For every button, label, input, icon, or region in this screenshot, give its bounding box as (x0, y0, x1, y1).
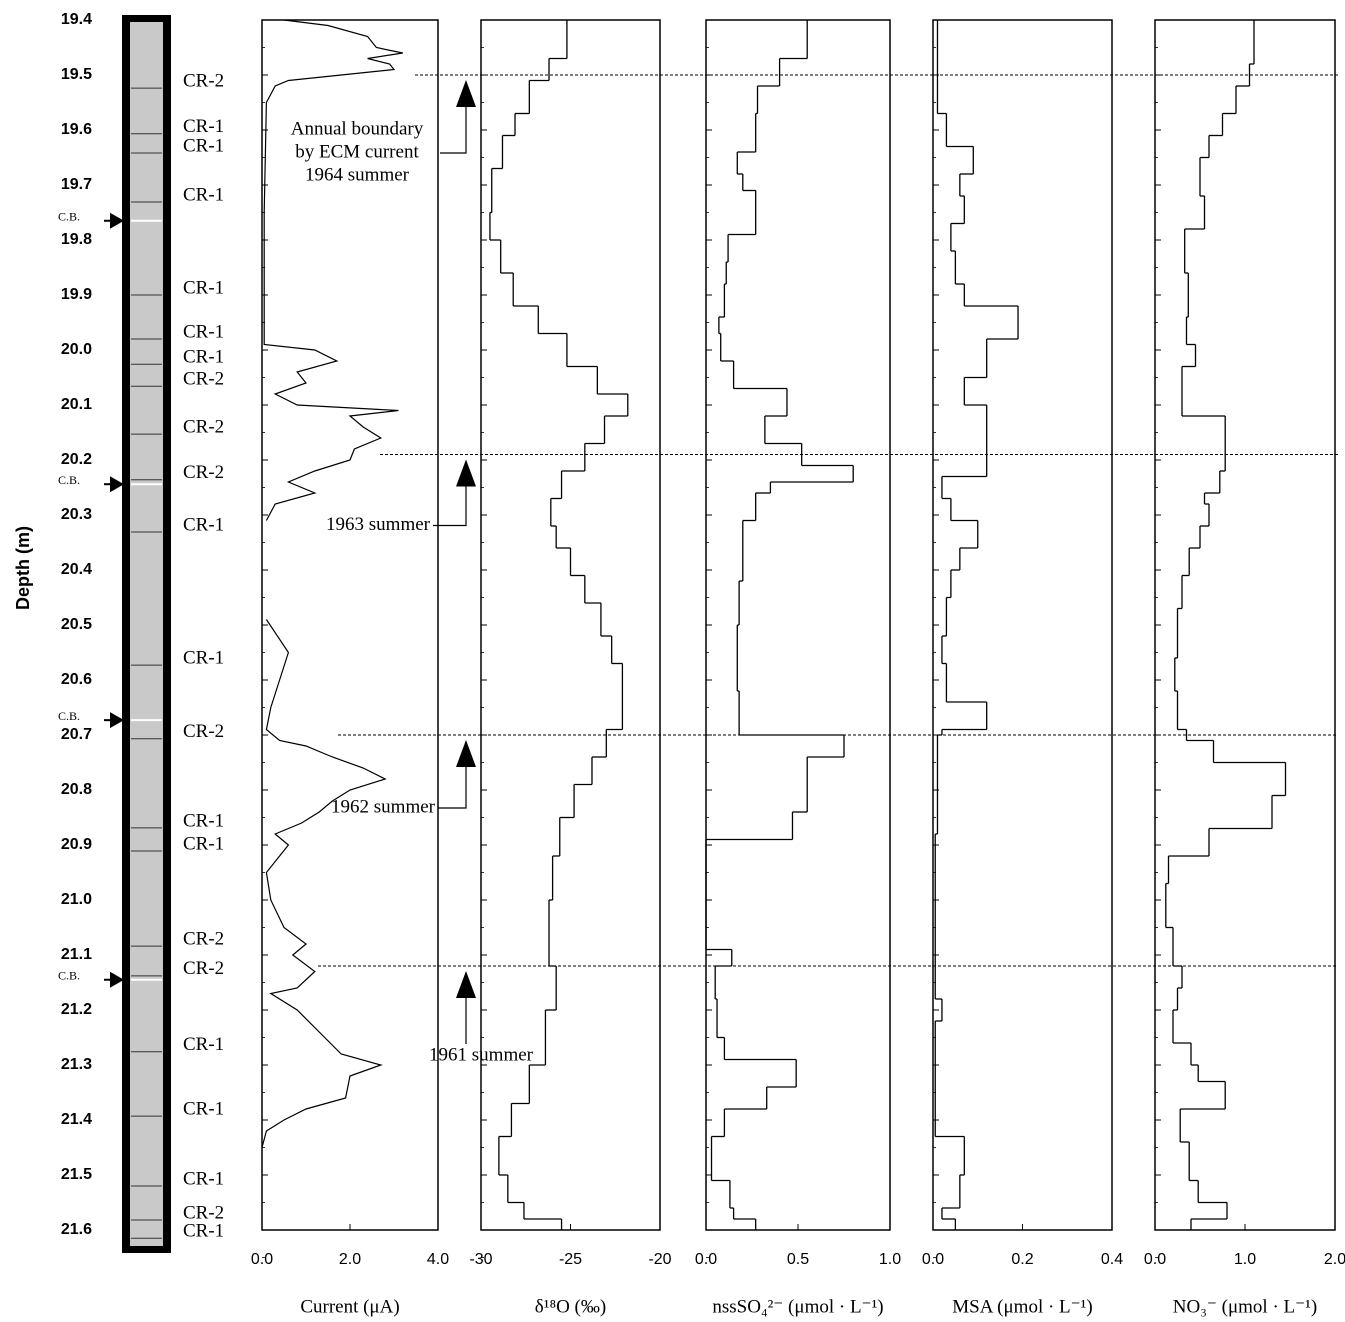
x-axis-label: NO₃⁻ (μmol · L⁻¹) (1173, 1296, 1317, 1317)
y-tick-label: 20.4 (61, 561, 92, 578)
annotation-text: by ECM current (295, 141, 419, 162)
x-tick-label: 0.5 (787, 1251, 809, 1268)
boundary-arrowhead (456, 80, 476, 107)
core-image (130, 22, 163, 1246)
y-tick-label: 21.6 (61, 1221, 92, 1238)
x-tick-label: -25 (559, 1251, 582, 1268)
x-tick-label: 2.0 (339, 1251, 361, 1268)
y-tick-label: 21.1 (61, 946, 92, 963)
y-tick-label: 20.3 (61, 506, 92, 523)
boundary-arrowhead (456, 740, 476, 767)
y-tick-label: 19.7 (61, 176, 92, 193)
boundary-arrow-stem (438, 767, 467, 809)
annotation-text: 1962 summer (331, 796, 436, 817)
core-break-arrowhead (110, 212, 124, 229)
core-break-arrowhead (110, 971, 124, 988)
core-layer-label: CR-1 (183, 647, 224, 668)
y-tick-label: 21.0 (61, 891, 92, 908)
core-layer-label: CR-1 (183, 277, 224, 298)
y-tick-label: 20.1 (61, 396, 92, 413)
core-layer-label: CR-2 (183, 721, 224, 742)
core-layer-label: CR-2 (183, 71, 224, 92)
core-break-label: C.B. (58, 210, 80, 224)
core-layer-label: CR-1 (183, 514, 224, 535)
core-break-label: C.B. (58, 969, 80, 983)
y-tick-label: 21.5 (61, 1166, 92, 1183)
annotation-text: 1964 summer (305, 164, 410, 185)
x-tick-label: 0.0 (695, 1251, 717, 1268)
x-tick-label: 1.0 (1234, 1251, 1256, 1268)
core-layer-label: CR-1 (183, 1098, 224, 1119)
core-break-arrowhead (110, 712, 124, 729)
annotation-text: Annual boundary (291, 118, 424, 139)
y-tick-label: 20.7 (61, 726, 92, 743)
y-tick-label: 19.4 (61, 11, 92, 28)
y-tick-label: 21.4 (61, 1111, 92, 1128)
core-layer-label: CR-2 (183, 929, 224, 950)
y-tick-label: 21.3 (61, 1056, 92, 1073)
core-layer-label: CR-1 (183, 321, 224, 342)
core-layer-label: CR-1 (183, 347, 224, 368)
y-tick-label: 19.9 (61, 286, 92, 303)
x-tick-label: 0.0 (251, 1251, 273, 1268)
y-axis-label: Depth (m) (13, 526, 33, 610)
x-axis-label: Current (μA) (300, 1296, 399, 1317)
y-tick-label: 20.0 (61, 341, 92, 358)
panel-frame (932, 19, 1113, 1231)
core-layer-label: CR-1 (183, 810, 224, 831)
boundary-arrowhead (456, 971, 476, 998)
x-tick-label: 4.0 (427, 1251, 449, 1268)
annotation-text: 1961 summer (429, 1044, 534, 1065)
x-axis-label: MSA (μmol · L⁻¹) (952, 1296, 1092, 1317)
x-tick-label: 0.0 (1144, 1251, 1166, 1268)
core-break-label: C.B. (58, 709, 80, 723)
boundary-arrow-stem (433, 486, 467, 527)
x-tick-label: 2.0 (1324, 1251, 1345, 1268)
y-tick-label: 19.5 (61, 66, 92, 83)
core-layer-label: CR-2 (183, 416, 224, 437)
current-line (261, 19, 403, 1148)
y-tick-label: 20.5 (61, 616, 92, 633)
boundary-arrowhead (456, 459, 476, 487)
x-tick-label: 0.2 (1011, 1251, 1033, 1268)
x-axis-label: δ¹⁸O (‰) (535, 1296, 606, 1317)
x-tick-label: -30 (469, 1251, 492, 1268)
core-layer-label: CR-1 (183, 833, 224, 854)
y-tick-label: 20.9 (61, 836, 92, 853)
panel-frame (261, 19, 439, 1231)
x-axis-label: nssSO₄²⁻ (μmol · L⁻¹) (712, 1296, 883, 1317)
y-tick-label: 19.8 (61, 231, 92, 248)
core-layer-label: CR-2 (183, 958, 224, 979)
core-layer-label: CR-1 (183, 135, 224, 156)
x-tick-label: 1.0 (879, 1251, 901, 1268)
y-tick-label: 20.8 (61, 781, 92, 798)
core-layer-label: CR-2 (183, 1202, 224, 1223)
x-tick-label: 0.0 (922, 1251, 944, 1268)
core-layer-label: CR-1 (183, 184, 224, 205)
annotation-text: 1963 summer (326, 514, 431, 535)
core-layer-label: CR-2 (183, 462, 224, 483)
core-layer-label: CR-2 (183, 369, 224, 390)
x-tick-label: 0.4 (1101, 1251, 1123, 1268)
core-break-arrowhead (110, 476, 124, 493)
y-tick-label: 20.2 (61, 451, 92, 468)
y-tick-label: 21.2 (61, 1001, 92, 1018)
y-tick-label: 20.6 (61, 671, 92, 688)
y-tick-label: 19.6 (61, 121, 92, 138)
boundary-arrow-stem (440, 107, 467, 154)
core-layer-label: CR-1 (183, 116, 224, 137)
core-break-label: C.B. (58, 473, 80, 487)
x-tick-label: -20 (648, 1251, 671, 1268)
core-layer-label: CR-1 (183, 1221, 224, 1242)
core-layer-label: CR-1 (183, 1034, 224, 1055)
panel-frame (1154, 19, 1336, 1231)
panel-frame (705, 19, 891, 1231)
core-layer-label: CR-1 (183, 1168, 224, 1189)
